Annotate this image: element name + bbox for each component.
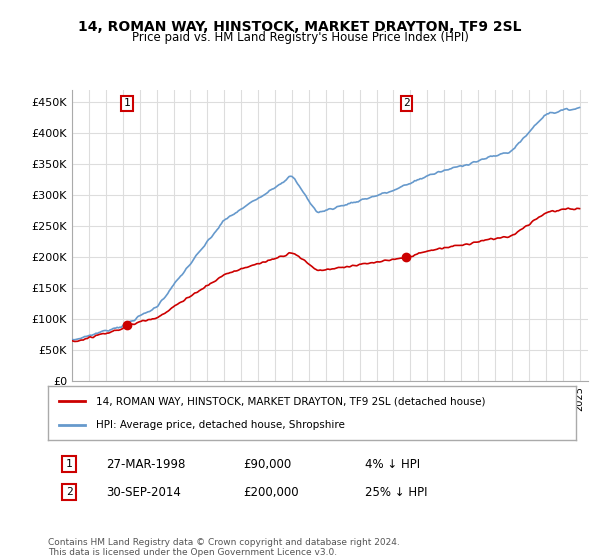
Text: 1: 1 (124, 99, 130, 108)
Text: HPI: Average price, detached house, Shropshire: HPI: Average price, detached house, Shro… (95, 419, 344, 430)
Text: 2: 2 (66, 487, 73, 497)
Text: 1: 1 (66, 459, 73, 469)
Text: £200,000: £200,000 (244, 486, 299, 498)
Text: 25% ↓ HPI: 25% ↓ HPI (365, 486, 427, 498)
Text: 2: 2 (403, 99, 410, 108)
Text: 27-MAR-1998: 27-MAR-1998 (106, 458, 185, 470)
Text: Price paid vs. HM Land Registry's House Price Index (HPI): Price paid vs. HM Land Registry's House … (131, 31, 469, 44)
Text: Contains HM Land Registry data © Crown copyright and database right 2024.
This d: Contains HM Land Registry data © Crown c… (48, 538, 400, 557)
Text: 4% ↓ HPI: 4% ↓ HPI (365, 458, 420, 470)
Text: £90,000: £90,000 (244, 458, 292, 470)
Text: 14, ROMAN WAY, HINSTOCK, MARKET DRAYTON, TF9 2SL (detached house): 14, ROMAN WAY, HINSTOCK, MARKET DRAYTON,… (95, 396, 485, 407)
Text: 30-SEP-2014: 30-SEP-2014 (106, 486, 181, 498)
Text: 14, ROMAN WAY, HINSTOCK, MARKET DRAYTON, TF9 2SL: 14, ROMAN WAY, HINSTOCK, MARKET DRAYTON,… (78, 20, 522, 34)
